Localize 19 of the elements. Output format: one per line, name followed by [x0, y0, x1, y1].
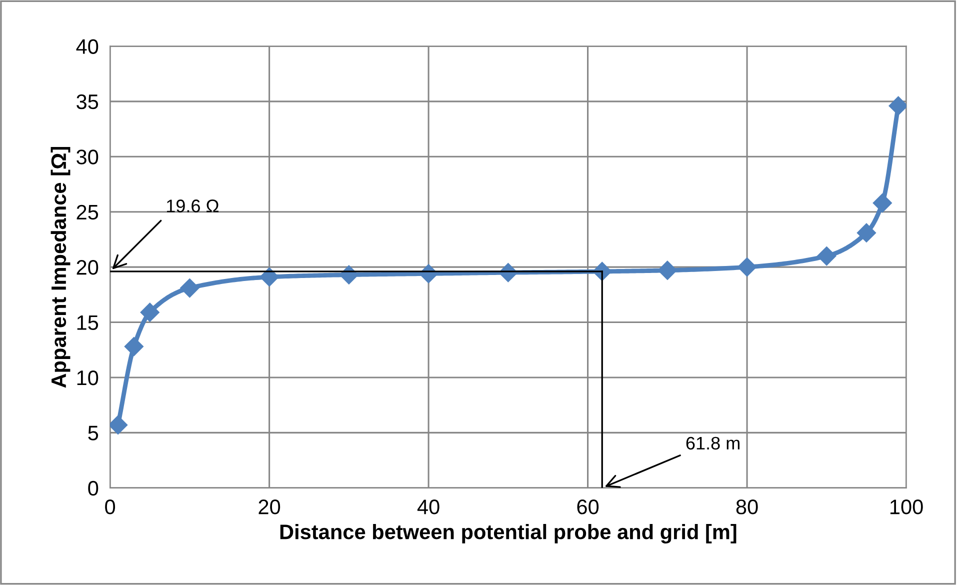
x-tick-label: 40 [417, 500, 440, 514]
annotation: 61.8 m [686, 436, 740, 450]
y-tick-label: 5 [88, 426, 98, 440]
x-axis-title: Distance between potential probe and grid [m] [280, 524, 736, 544]
y-tick-label: 15 [77, 315, 98, 330]
y-tick-label: 20 [76, 260, 98, 275]
y-tick-label: 25 [76, 204, 98, 220]
x-tick-label: 0 [105, 500, 116, 514]
x-tick-label: 100 [890, 500, 923, 514]
y-axis-title: Apparent Impedance [Ω] [50, 147, 70, 388]
annotation: 19.6 Ω [166, 200, 218, 212]
y-tick-label: 10 [77, 370, 98, 386]
x-tick-label: 80 [736, 500, 758, 514]
x-tick-label: 60 [577, 500, 599, 514]
y-tick-label: 40 [76, 39, 98, 54]
y-tick-label: 30 [76, 150, 98, 164]
y-tick-label: 0 [88, 480, 98, 496]
y-tick-label: 35 [76, 94, 98, 110]
x-tick-label: 20 [258, 500, 280, 514]
